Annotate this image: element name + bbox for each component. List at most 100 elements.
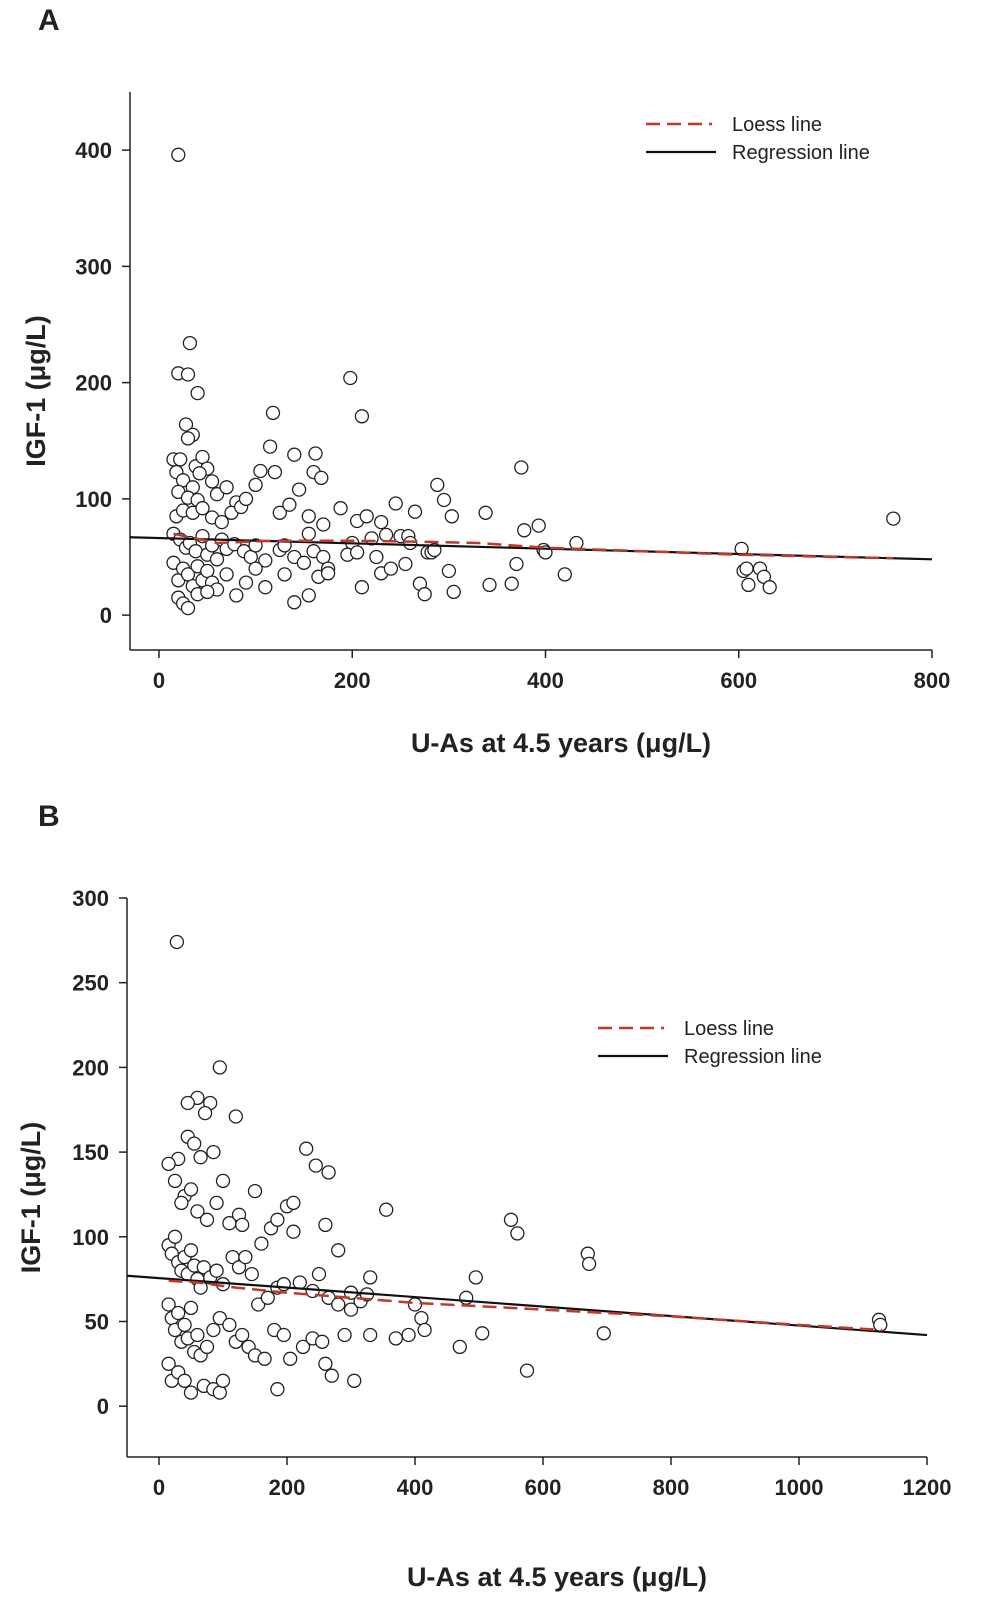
x-tick: 800	[914, 650, 950, 693]
data-point	[557, 567, 572, 582]
data-point	[873, 1317, 888, 1333]
data-point	[262, 439, 278, 454]
y-axis-title: IGF-1 (μg/L)	[21, 315, 51, 467]
data-point	[354, 580, 370, 595]
loess-line	[173, 532, 894, 560]
data-point	[318, 1217, 333, 1233]
y-tick: 100	[75, 487, 130, 512]
data-point	[359, 509, 374, 524]
data-point	[311, 1266, 327, 1282]
x-axis-title: U-As at 4.5 years (μg/L)	[411, 728, 711, 758]
data-point	[270, 1382, 285, 1397]
data-point	[174, 1195, 189, 1211]
x-tick-label: 200	[269, 1475, 306, 1500]
legend-regression-label: Regression line	[684, 1046, 822, 1068]
data-point	[215, 1373, 231, 1388]
data-point	[886, 511, 901, 526]
y-tick: 150	[72, 1140, 127, 1165]
data-point	[199, 1339, 215, 1355]
x-tick: 400	[527, 650, 564, 693]
x-tick: 0	[153, 650, 165, 693]
data-point	[212, 1060, 227, 1075]
y-tick-label: 100	[75, 487, 112, 512]
data-point	[183, 1300, 199, 1316]
y-tick: 200	[72, 1055, 127, 1080]
data-point	[383, 561, 399, 576]
data-point	[417, 1322, 432, 1338]
data-point	[235, 1217, 250, 1233]
data-point	[459, 1290, 474, 1305]
data-point	[414, 1310, 429, 1326]
data-point	[190, 1327, 205, 1343]
y-tick-label: 0	[97, 1394, 109, 1419]
data-point	[215, 1173, 231, 1189]
data-point	[401, 1327, 416, 1343]
data-point	[180, 367, 196, 382]
data-point	[333, 501, 348, 516]
data-point	[204, 474, 220, 489]
data-point	[316, 517, 331, 532]
data-point	[219, 567, 234, 582]
data-point	[296, 555, 312, 570]
data-point	[267, 464, 283, 480]
data-point	[161, 1297, 176, 1312]
legend-loess-label: Loess line	[684, 1018, 774, 1040]
data-point	[247, 1183, 263, 1199]
panel-label-b: B	[38, 800, 60, 833]
data-point	[452, 1339, 467, 1355]
x-tick-label: 400	[527, 668, 564, 693]
x-tick-label: 1000	[775, 1475, 824, 1500]
data-point	[436, 492, 452, 508]
data-point	[407, 504, 423, 519]
data-point	[444, 509, 459, 524]
scatter-chart-a: 0 200 400 600 800 0 100 200 300 400 U-As at 4.5 ye…	[21, 92, 950, 758]
data-point	[177, 1373, 192, 1388]
data-point	[403, 535, 418, 551]
data-point	[388, 496, 403, 511]
data-point	[183, 1243, 199, 1258]
data-point	[378, 527, 394, 543]
y-tick-label: 200	[75, 371, 112, 396]
data-point	[167, 1229, 183, 1244]
y-tick: 400	[75, 138, 130, 163]
y-tick-label: 50	[85, 1309, 109, 1334]
legend-loess-label: Loess line	[732, 114, 822, 136]
data-point	[196, 1260, 211, 1275]
data-point	[238, 575, 254, 590]
data-point	[286, 1195, 301, 1211]
data-point	[171, 147, 186, 162]
data-point	[321, 1165, 336, 1180]
data-point	[504, 576, 519, 591]
data-point	[235, 1327, 250, 1343]
data-point	[192, 466, 207, 481]
data-point	[209, 1263, 224, 1278]
y-tick: 0	[100, 603, 130, 628]
data-point	[187, 1136, 202, 1151]
data-point	[739, 561, 754, 576]
x-axis-title: U-As at 4.5 years (μg/L)	[407, 1562, 707, 1592]
x-tick: 600	[720, 650, 757, 693]
data-point	[244, 1266, 259, 1282]
data-point	[180, 431, 196, 446]
data-point	[276, 1327, 291, 1343]
data-point	[212, 1310, 227, 1326]
y-tick-label: 250	[72, 971, 109, 996]
data-point	[354, 409, 370, 424]
data-point	[295, 1339, 311, 1355]
data-point	[219, 480, 234, 495]
x-tick: 200	[334, 650, 371, 693]
panel-label-a: A	[38, 4, 60, 37]
data-point	[209, 1195, 224, 1211]
data-point	[282, 497, 297, 512]
y-tick: 300	[72, 886, 127, 911]
x-tick-label: 600	[720, 668, 757, 693]
data-point	[291, 482, 307, 497]
data-point	[514, 460, 529, 475]
x-tick: 400	[397, 1457, 433, 1500]
data-point	[324, 1368, 339, 1383]
data-point	[407, 1297, 423, 1312]
legend: Loess line Regression line	[646, 114, 870, 164]
data-point	[299, 1141, 314, 1156]
data-point	[283, 1351, 298, 1366]
data-point	[301, 588, 316, 603]
